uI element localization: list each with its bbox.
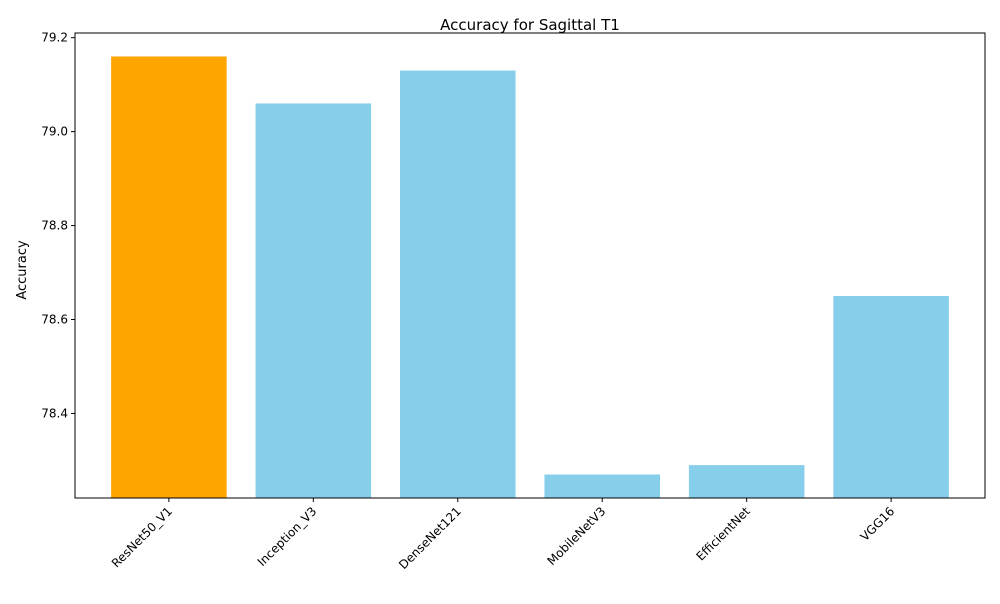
chart-title: Accuracy for Sagittal T1 [440, 16, 620, 34]
bar-efficientnet [688, 465, 805, 498]
y-axis-ticks: 78.4 78.6 78.8 79.0 79.2 [41, 31, 75, 420]
x-tick-label: MobileNetV3 [545, 504, 609, 568]
bar-inception-v3 [255, 103, 372, 499]
x-tick-label: ResNet50_V1 [109, 504, 175, 570]
x-tick-label: VGG16 [858, 504, 898, 544]
bar-vgg16 [833, 296, 949, 498]
x-tick-label: EfficientNet [693, 504, 753, 564]
x-tick-label: Inception_V3 [255, 504, 320, 569]
bars-group [111, 56, 949, 499]
x-axis-ticks: ResNet50_V1 Inception_V3 DenseNet121 Mobile… [109, 498, 897, 572]
x-tick-label: DenseNet121 [396, 504, 464, 572]
y-tick-label: 79.2 [41, 31, 68, 45]
plot-area-frame [74, 32, 986, 499]
y-tick-label: 78.8 [41, 219, 68, 233]
bar-resnet50-v1 [111, 56, 227, 498]
y-tick-label: 78.6 [41, 313, 68, 327]
y-tick-label: 79.0 [41, 125, 68, 139]
bar-mobilenetv3 [544, 474, 660, 498]
y-tick-label: 78.4 [41, 406, 68, 420]
bar-densenet121 [400, 70, 516, 499]
y-axis-label: Accuracy [15, 240, 30, 300]
